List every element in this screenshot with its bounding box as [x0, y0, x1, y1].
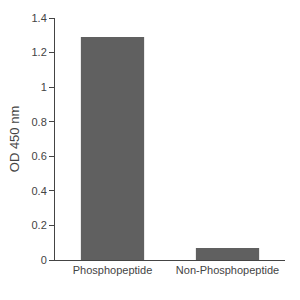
svg-text:1: 1: [41, 81, 47, 93]
svg-text:0.6: 0.6: [32, 150, 47, 162]
svg-text:0.4: 0.4: [32, 185, 47, 197]
svg-text:Non-Phosphopeptide: Non-Phosphopeptide: [176, 264, 279, 276]
svg-text:0: 0: [41, 254, 47, 266]
svg-text:1.2: 1.2: [32, 46, 47, 58]
svg-text:Phosphopeptide: Phosphopeptide: [73, 264, 153, 276]
svg-text:0.8: 0.8: [32, 116, 47, 128]
svg-text:OD 450 nm: OD 450 nm: [7, 106, 22, 172]
svg-text:1.4: 1.4: [32, 12, 47, 24]
svg-text:0.2: 0.2: [32, 219, 47, 231]
